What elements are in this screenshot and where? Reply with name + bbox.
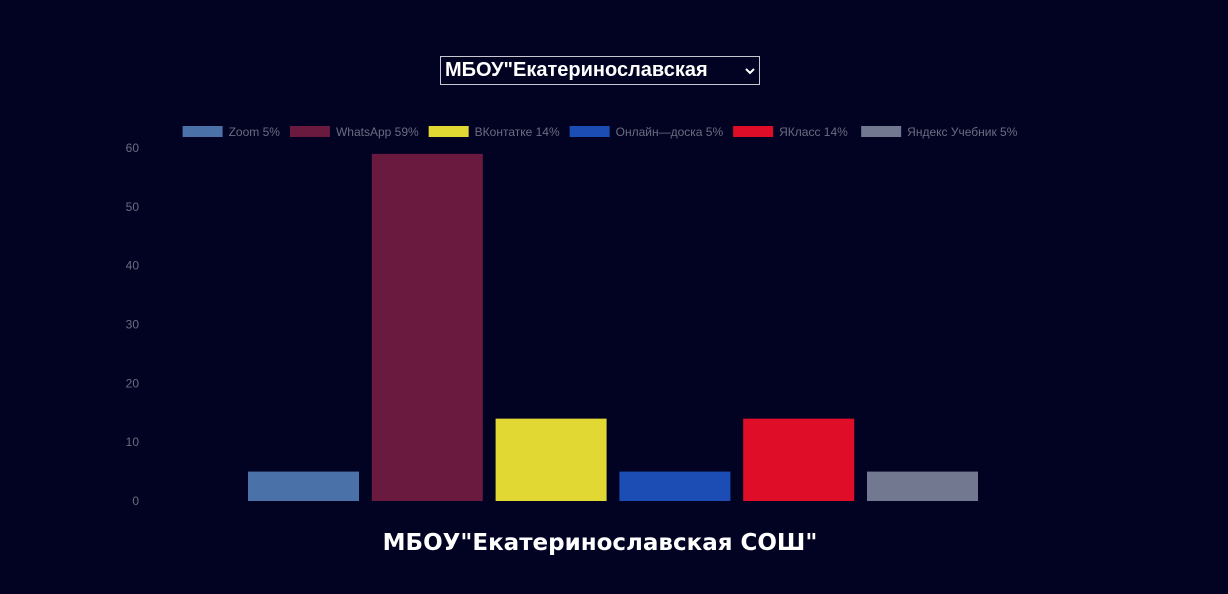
legend-item[interactable]: Zoom 5% [182,125,281,139]
bars [248,153,978,501]
legend-item[interactable]: Яндекс Учебник 5% [861,125,1018,139]
legend-swatch [182,126,223,137]
legend-label: ВКонтатке 14% [475,125,560,139]
legend-item[interactable]: WhatsApp 59% [289,125,419,139]
legend-item[interactable]: ЯКласс 14% [733,125,848,139]
y-tick-label: 30 [126,318,140,332]
bar[interactable] [495,418,607,501]
y-tick-label: 60 [126,141,140,155]
legend-label: WhatsApp 59% [336,125,419,139]
y-tick-label: 50 [126,200,140,214]
bar[interactable] [371,153,483,501]
bar[interactable] [867,471,978,501]
legend-swatch [428,126,469,137]
legend-swatch [569,126,610,137]
bar[interactable] [248,471,359,501]
chart-title: МБОУ"Екатеринославская СОШ" [382,530,818,556]
y-tick-label: 40 [126,259,140,273]
chevron-down-icon [745,67,755,74]
legend-label: Онлайн—доска 5% [616,125,724,139]
legend-item[interactable]: ВКонтатке 14% [428,125,560,139]
bar[interactable] [619,471,731,501]
y-tick-label: 20 [126,376,140,390]
legend: Zoom 5% WhatsApp 59% ВКонтатке 14% Онлайн—д… [182,125,1018,139]
legend-label: Яндекс Учебник 5% [907,125,1018,139]
legend-label: Zoom 5% [229,125,281,139]
bar[interactable] [743,418,855,501]
y-axis: 0 10 20 30 40 50 60 [126,141,140,508]
legend-label: ЯКласс 14% [779,125,848,139]
legend-swatch [861,126,902,137]
y-tick-label: 0 [132,494,139,508]
school-select-value: МБОУ"Екатеринославская [445,59,708,81]
legend-swatch [733,126,774,137]
y-tick-label: 10 [126,435,140,449]
school-select[interactable]: МБОУ"Екатеринославская [440,56,760,85]
legend-item[interactable]: Онлайн—доска 5% [569,125,724,139]
legend-swatch [289,126,330,137]
